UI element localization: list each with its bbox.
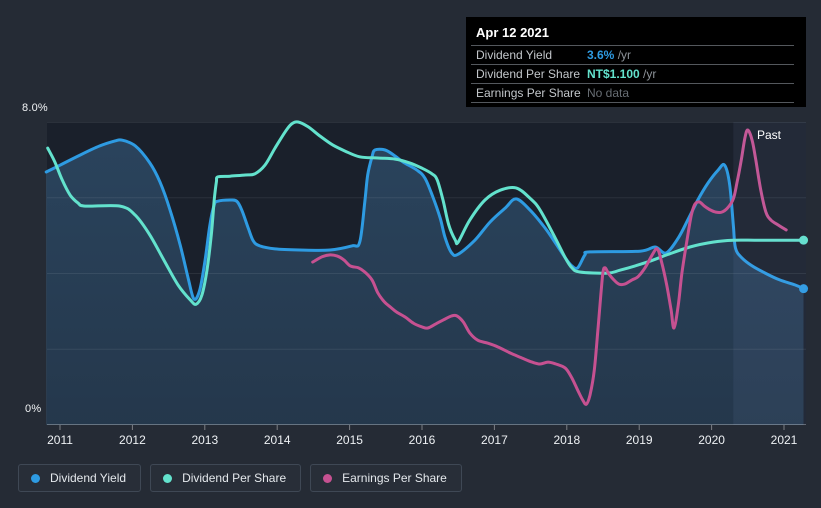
legend-item-dividend-per-share[interactable]: Dividend Per Share <box>150 464 302 492</box>
series-line-earnings-per-share <box>311 128 788 406</box>
dividend-per-share-dot-icon <box>163 473 173 483</box>
past-region <box>733 122 806 425</box>
x-tick-label-2011: 2011 <box>47 433 73 447</box>
x-tick-label-2013: 2013 <box>191 433 218 447</box>
series-line-dividend-yield <box>44 138 805 301</box>
tooltip-unit: /yr <box>639 67 657 81</box>
chart-tooltip: Apr 12 2021 Dividend Yield 3.6% /yr Divi… <box>466 17 806 107</box>
tooltip-label: Earnings Per Share <box>476 86 581 100</box>
tooltip-label: Dividend Per Share <box>476 67 581 81</box>
tooltip-row-dividend-per-share: Dividend Per Share NT$1.100 /yr <box>466 65 806 83</box>
x-tick-label-2017: 2017 <box>481 433 508 447</box>
tooltip-value: No data <box>587 86 630 100</box>
legend-item-earnings-per-share[interactable]: Earnings Per Share <box>310 464 462 492</box>
tooltip-row-dividend-yield: Dividend Yield 3.6% /yr <box>466 46 806 64</box>
series-end-dot-dividend-yield <box>799 284 809 294</box>
tooltip-label: Dividend Yield <box>476 48 553 62</box>
x-tick-label-2015: 2015 <box>336 433 363 447</box>
x-tick-label-2016: 2016 <box>409 433 436 447</box>
chart-canvas[interactable]: 2011 2012 2013 2014 2015 2016 2017 2018 2019 2020… <box>44 120 809 457</box>
earnings-per-share-dot-icon <box>323 473 333 483</box>
tooltip-divider <box>471 64 794 65</box>
y-axis-label-min: 0% <box>25 403 42 415</box>
tooltip-value: NT$1.100 /yr <box>587 67 657 81</box>
tooltip-value: 3.6% /yr <box>587 48 632 62</box>
x-tick-label-2018: 2018 <box>553 433 580 447</box>
legend-label: Earnings Per Share <box>342 471 447 485</box>
series-line-dividend-per-share <box>46 120 805 306</box>
x-tick-label-2019: 2019 <box>626 433 653 447</box>
tooltip-divider <box>471 45 794 46</box>
x-tick-label-2020: 2020 <box>698 433 725 447</box>
x-tick-label-2014: 2014 <box>264 433 291 447</box>
tooltip-divider <box>471 102 794 103</box>
tooltip-row-earnings-per-share: Earnings Per Share No data <box>466 84 806 102</box>
dividend-yield-dot-icon <box>31 473 40 483</box>
x-tick-label-2012: 2012 <box>119 433 146 447</box>
area-fill-0 <box>46 139 804 425</box>
legend-label: Dividend Per Share <box>182 471 287 485</box>
tooltip-divider <box>471 83 794 84</box>
legend-item-dividend-yield[interactable]: Dividend Yield <box>18 464 142 492</box>
past-region-label: Past <box>757 128 782 142</box>
chart-legend: Dividend Yield Dividend Per Share Earnin… <box>18 464 462 492</box>
tooltip-date: Apr 12 2021 <box>476 25 549 40</box>
y-axis-label-max: 8.0% <box>22 102 48 114</box>
legend-label: Dividend Yield <box>50 471 127 485</box>
x-tick-label-2021: 2021 <box>771 433 798 447</box>
tooltip-unit: /yr <box>614 48 632 62</box>
series-end-dot-dividend-per-share <box>799 235 809 245</box>
